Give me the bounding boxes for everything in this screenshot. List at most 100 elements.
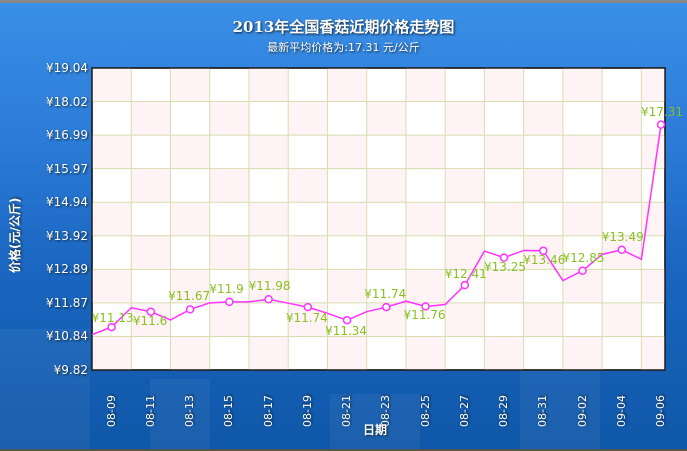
data-point-marker[interactable]	[617, 245, 627, 255]
plot-band	[562, 68, 603, 102]
plot-band	[366, 101, 406, 136]
x-tick-label: 09-02	[575, 395, 589, 427]
plot-band	[445, 302, 485, 337]
y-tick-label: ¥14.94	[46, 195, 88, 210]
plot-band	[288, 101, 328, 136]
plot-band	[405, 269, 446, 303]
data-point-marker[interactable]	[539, 246, 548, 256]
plot-band	[405, 202, 446, 236]
plot-band	[327, 269, 367, 303]
plot-band	[523, 302, 563, 337]
y-tick-label: ¥11.87	[46, 295, 88, 310]
plot-band	[131, 101, 171, 136]
data-label: ¥11.9	[209, 281, 244, 296]
plot-band	[209, 302, 249, 337]
plot-band	[641, 202, 665, 236]
y-tick-label: ¥13.92	[46, 228, 88, 243]
y-tick-label: ¥19.04	[46, 61, 88, 75]
y-tick-label: ¥9.82	[53, 363, 88, 377]
plot-band	[366, 168, 406, 203]
data-point-marker[interactable]	[185, 305, 195, 314]
plot-area	[91, 67, 666, 371]
plot-band	[523, 101, 563, 136]
x-tick-label: 09-04	[614, 395, 628, 427]
x-tick-label: 09-06	[654, 395, 667, 427]
plot-band	[248, 135, 289, 169]
data-point-marker[interactable]	[382, 302, 391, 312]
data-label: ¥11.34	[325, 324, 368, 339]
x-tick-label: 08-13	[183, 395, 197, 427]
y-tick-label: ¥18.02	[46, 94, 88, 109]
plot-band	[288, 235, 328, 270]
data-label: ¥11.76	[403, 308, 446, 323]
plot-band	[484, 269, 524, 303]
plot-band	[445, 101, 485, 136]
data-label: ¥12.85	[562, 250, 605, 265]
plot-band	[209, 168, 249, 203]
x-tick-label: 08-11	[143, 395, 157, 427]
plot-band	[327, 336, 367, 370]
data-label: ¥11.74	[285, 311, 328, 326]
data-point-marker[interactable]	[460, 280, 470, 290]
plot-band	[327, 135, 367, 169]
plot-band	[170, 202, 210, 236]
plot-band	[602, 168, 642, 203]
background-decoration	[0, 329, 90, 449]
plot-band	[92, 135, 132, 169]
data-point-marker[interactable]	[303, 302, 313, 312]
plot-band	[327, 68, 367, 102]
plot-band	[484, 68, 524, 102]
background-decoration	[150, 379, 210, 449]
plot-band	[92, 336, 132, 370]
x-tick-label: 08-17	[261, 395, 275, 427]
data-point-marker[interactable]	[421, 302, 430, 311]
plot-band	[405, 68, 446, 102]
x-tick-label: 08-21	[340, 395, 354, 427]
data-label: ¥11.6	[132, 313, 168, 328]
data-point-marker[interactable]	[656, 120, 666, 129]
plot-band	[170, 68, 210, 102]
plot-band	[92, 269, 132, 303]
x-tick-label: 08-19	[300, 395, 314, 427]
plot-band	[248, 202, 289, 236]
plot-band	[405, 336, 446, 370]
data-label: ¥13.46	[523, 252, 566, 267]
plot-band	[641, 269, 665, 303]
plot-band	[327, 202, 367, 236]
plot-band	[366, 235, 406, 270]
x-tick-label: 08-27	[457, 395, 471, 427]
data-point-marker[interactable]	[107, 322, 116, 332]
data-point-marker[interactable]	[342, 315, 352, 325]
x-tick-label: 08-09	[104, 395, 118, 427]
plot-band	[170, 135, 210, 169]
data-label: ¥13.25	[484, 259, 527, 274]
data-point-marker[interactable]	[225, 297, 234, 307]
plot-band	[131, 235, 171, 270]
data-label: ¥12.41	[444, 267, 487, 282]
plot-band	[484, 135, 524, 169]
plot-band	[248, 336, 289, 370]
x-tick-label: 08-29	[497, 395, 511, 427]
chart-subtitle: 最新平均价格为:17.31 元/公斤	[267, 41, 420, 54]
x-tick-label: 08-25	[418, 395, 432, 427]
plot-band	[248, 68, 289, 102]
data-point-marker[interactable]	[499, 253, 509, 262]
y-tick-label: ¥16.99	[46, 128, 88, 143]
plot-band	[131, 168, 171, 203]
data-label: ¥11.67	[168, 289, 211, 304]
plot-band	[562, 135, 603, 169]
plot-band	[170, 269, 210, 303]
chart-title: 2013年全国香菇近期价格走势图	[232, 18, 455, 36]
plot-band	[641, 68, 665, 102]
data-label: ¥11.74	[364, 287, 407, 302]
data-label: ¥11.13	[91, 311, 134, 326]
data-point-marker[interactable]	[578, 266, 587, 276]
plot-band	[562, 202, 603, 236]
plot-band	[445, 235, 485, 270]
plot-band	[641, 336, 665, 370]
x-tick-label: 08-15	[222, 395, 236, 427]
data-point-marker[interactable]	[146, 307, 156, 316]
data-point-marker[interactable]	[264, 294, 273, 304]
plot-border	[91, 67, 666, 371]
